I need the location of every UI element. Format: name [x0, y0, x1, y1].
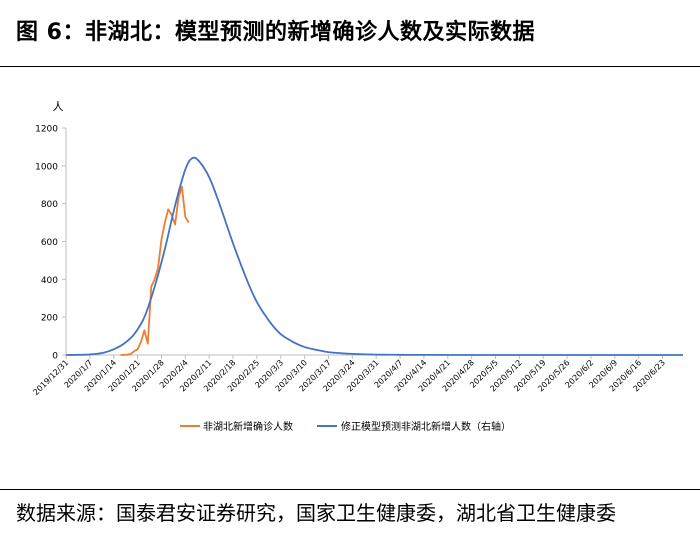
data-source-note: 数据来源：国泰君安证券研究，国家卫生健康委，湖北省卫生健康委 [16, 501, 616, 525]
actual-series-line [120, 185, 190, 356]
model-series-line [65, 156, 683, 356]
y-tick-label: 400 [41, 276, 58, 286]
legend-label-actual: 非湖北新增确诊人数 [203, 420, 293, 433]
x-tick-label: 2019/12/31 [31, 358, 70, 397]
y-tick-label: 1200 [35, 125, 58, 135]
y-tick-label: 600 [41, 238, 58, 248]
y-tick-label: 1000 [35, 162, 58, 172]
bottom-rule [0, 489, 700, 490]
y-tick-label: 0 [52, 352, 58, 362]
y-tick-label: 200 [41, 314, 58, 324]
y-axis-label: 人 [53, 100, 64, 113]
y-axis: 0 200 400 600 800 1000 1200 [35, 125, 67, 362]
page-title: 图 6：非湖北：模型预测的新增确诊人数及实际数据 [16, 20, 535, 45]
top-rule [0, 66, 700, 67]
line-chart: 0 200 400 600 800 1000 1200 2019/12/312020/1/7… [31, 100, 683, 433]
y-tick-label: 800 [41, 200, 58, 210]
x-axis: 2019/12/312020/1/72020/1/142020/1/212020… [31, 354, 683, 397]
legend: 非湖北新增确诊人数 修正模型预测非湖北新增人数（右轴） [180, 420, 511, 433]
legend-label-model: 修正模型预测非湖北新增人数（右轴） [341, 420, 511, 433]
series-layer [65, 156, 683, 356]
